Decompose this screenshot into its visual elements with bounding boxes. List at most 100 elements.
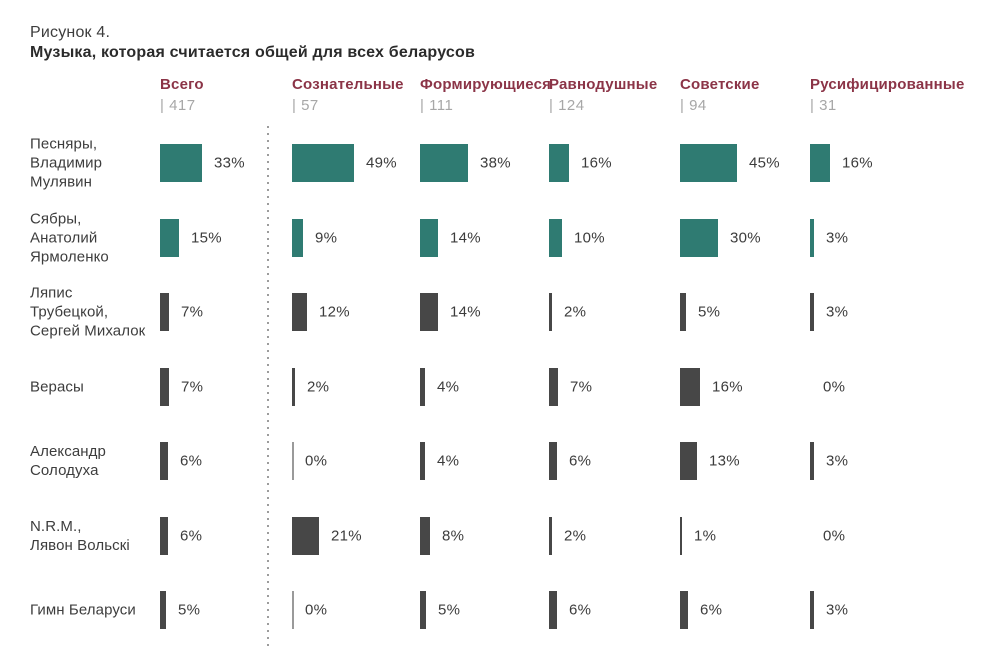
column-header-5: Советские | 94 (680, 76, 760, 114)
value-label: 6% (700, 601, 723, 619)
value-bar (549, 368, 558, 406)
value-bar (549, 442, 557, 480)
value-bar (680, 517, 682, 555)
value-bar (680, 293, 686, 331)
value-label: 3% (826, 452, 849, 470)
value-label: 3% (826, 229, 849, 247)
value-label: 13% (709, 452, 740, 470)
column-base-count: | 417 (160, 97, 196, 114)
value-bar (160, 442, 168, 480)
value-label: 6% (569, 601, 592, 619)
value-label: 14% (450, 229, 481, 247)
value-label: 38% (480, 154, 511, 172)
column-base-count: | 31 (810, 97, 837, 114)
value-bar (420, 517, 430, 555)
row-label-2: Сябры, Анатолий Ярмоленко (30, 210, 109, 266)
value-label: 0% (823, 527, 846, 545)
column-base-count: | 111 (420, 97, 454, 114)
value-label: 3% (826, 303, 849, 321)
value-label: 6% (569, 452, 592, 470)
column-header-4: Равнодушные | 124 (549, 76, 657, 114)
value-bar (420, 368, 425, 406)
value-bar (549, 517, 552, 555)
row-label-5: Александр Солодуха (30, 443, 106, 479)
value-label: 0% (823, 378, 846, 396)
column-header-3: Формирующиеся | 111 (420, 76, 551, 114)
value-bar (420, 442, 425, 480)
value-label: 6% (180, 527, 203, 545)
value-label: 12% (319, 303, 350, 321)
figure-label: Рисунок 4. (30, 24, 111, 41)
value-label: 30% (730, 229, 761, 247)
value-label: 6% (180, 452, 203, 470)
value-bar (160, 517, 168, 555)
value-label: 9% (315, 229, 338, 247)
value-bar (680, 144, 737, 182)
value-label: 5% (178, 601, 201, 619)
value-bar (549, 219, 562, 257)
column-base-count: | 124 (549, 97, 585, 114)
value-label: 4% (437, 378, 460, 396)
value-label: 2% (564, 527, 587, 545)
value-label: 49% (366, 154, 397, 172)
value-bar (160, 368, 169, 406)
value-bar (549, 144, 569, 182)
value-label: 7% (181, 303, 204, 321)
figure-title: Музыка, которая считается общей для всех… (30, 44, 476, 61)
column-name: Сознательные (292, 76, 404, 93)
value-bar (810, 219, 814, 257)
value-bar (549, 293, 552, 331)
column-name: Советские (680, 76, 760, 93)
column-header-2: Сознательные | 57 (292, 76, 404, 114)
value-label: 1% (694, 527, 717, 545)
value-label: 21% (331, 527, 362, 545)
value-bar (810, 442, 814, 480)
value-label: 4% (437, 452, 460, 470)
column-name: Формирующиеся (420, 76, 552, 93)
value-bar (420, 293, 438, 331)
column-name: Всего (160, 76, 204, 93)
value-bar (160, 591, 166, 629)
value-label: 16% (581, 154, 612, 172)
value-bar (160, 144, 202, 182)
value-bar (420, 591, 426, 629)
value-label: 45% (749, 154, 780, 172)
row-label-4: Верасы (30, 378, 84, 396)
value-label: 5% (698, 303, 721, 321)
value-bar (160, 219, 179, 257)
value-label: 8% (442, 527, 465, 545)
value-label: 15% (191, 229, 222, 247)
column-base-count: | 94 (680, 97, 707, 114)
value-label: 5% (438, 601, 461, 619)
value-bar (292, 144, 354, 182)
value-label: 7% (181, 378, 204, 396)
value-bar (160, 293, 169, 331)
value-label: 33% (214, 154, 245, 172)
value-bar (680, 219, 718, 257)
value-bar (292, 293, 307, 331)
row-label-1: Песняры, Владимир Мулявин (30, 135, 103, 191)
value-bar (549, 591, 557, 629)
value-bar (420, 219, 438, 257)
value-bar (810, 144, 830, 182)
value-label: 3% (826, 601, 849, 619)
value-bar (292, 368, 295, 406)
zero-tick (292, 591, 294, 629)
value-bar (680, 368, 700, 406)
value-bar (810, 591, 814, 629)
value-label: 0% (305, 452, 328, 470)
value-bar (810, 293, 814, 331)
zero-tick (292, 442, 294, 480)
column-header-6: Русифицированные | 31 (810, 76, 965, 114)
value-label: 0% (305, 601, 328, 619)
total-vs-groups-separator (267, 126, 269, 648)
row-label-3: Ляпис Трубецкой, Сергей Михалок (30, 284, 146, 340)
value-label: 2% (564, 303, 587, 321)
value-label: 10% (574, 229, 605, 247)
row-label-6: N.R.M., Лявон Вольскі (30, 518, 130, 554)
value-label: 2% (307, 378, 330, 396)
column-name: Равнодушные (549, 76, 658, 93)
value-bar (680, 442, 697, 480)
value-label: 7% (570, 378, 593, 396)
